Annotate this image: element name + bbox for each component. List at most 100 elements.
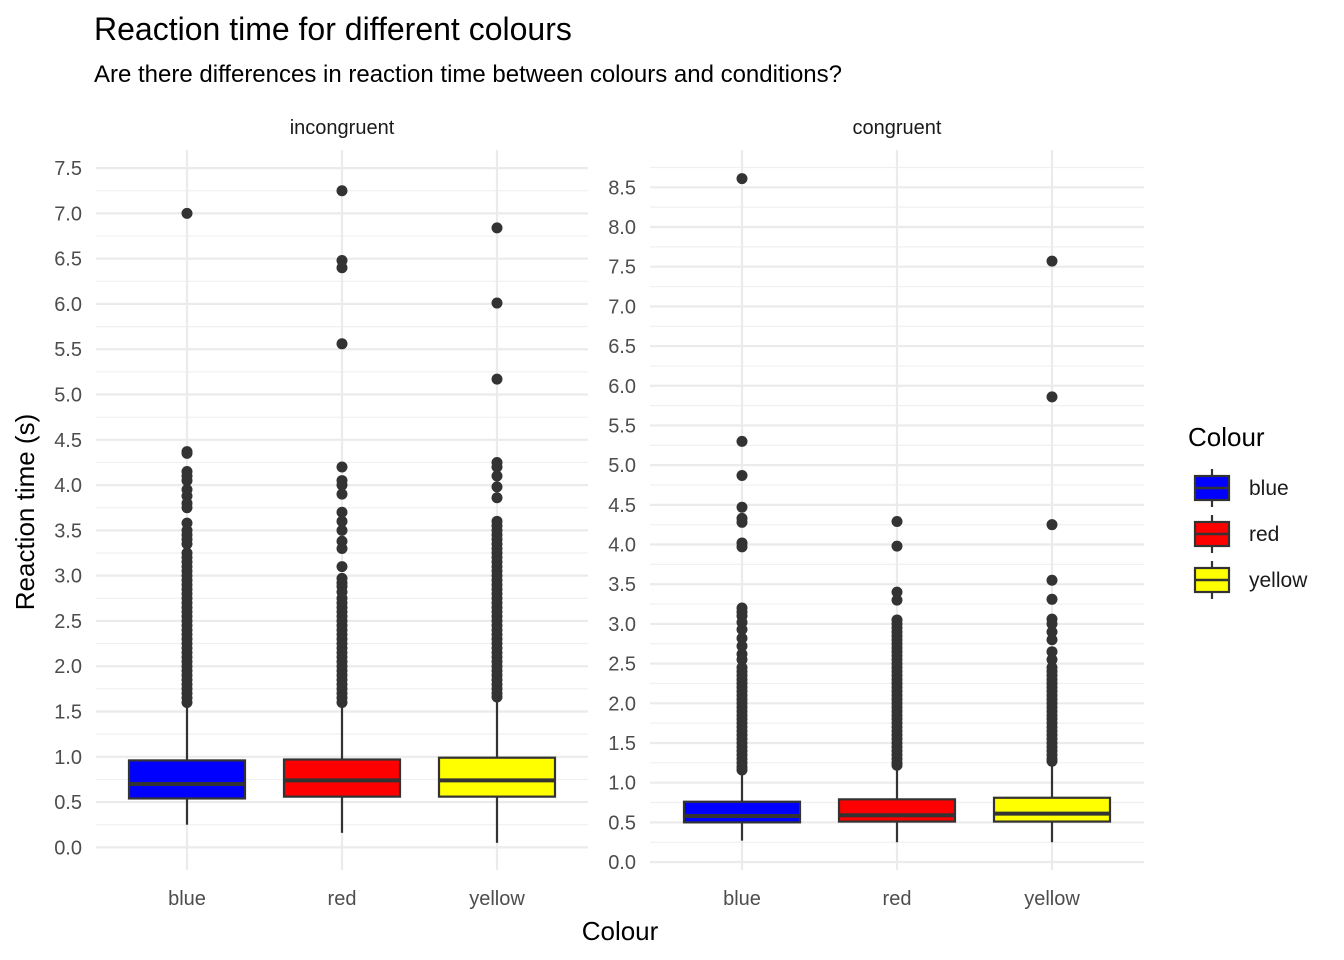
outlier-point bbox=[1046, 626, 1058, 638]
y-tick-labels: 0.0 0.5 1.0 1.5 2.0 2.5 3.0 3.5 4.0 4.5 5.0 5.5 6.0 6… bbox=[54, 158, 82, 859]
outlier-point bbox=[491, 461, 503, 473]
y-tick-label: 0.0 bbox=[608, 852, 636, 874]
y-tick-label: 7.0 bbox=[54, 203, 82, 225]
y-tick-label: 1.5 bbox=[54, 702, 82, 724]
outlier-point bbox=[891, 759, 903, 771]
outlier-point bbox=[491, 470, 503, 482]
y-tick-label: 2.5 bbox=[608, 654, 636, 676]
y-tick-label: 5.5 bbox=[608, 415, 636, 437]
y-tick-label: 5.5 bbox=[54, 339, 82, 361]
legend-item-blue: blue bbox=[1193, 469, 1289, 507]
legend-item-yellow: yellow bbox=[1193, 561, 1308, 599]
outlier-point bbox=[1046, 654, 1058, 666]
y-tick-label: 0.5 bbox=[54, 792, 82, 814]
y-tick-label: 7.5 bbox=[608, 257, 636, 279]
boxplot-blue bbox=[682, 173, 802, 841]
outlier-point bbox=[736, 640, 748, 652]
y-tick-label: 2.0 bbox=[608, 693, 636, 715]
boxplot-yellow bbox=[992, 255, 1112, 843]
outlier-point bbox=[736, 541, 748, 553]
outlier-point bbox=[336, 262, 348, 274]
box-iqr bbox=[837, 798, 957, 823]
outlier-point bbox=[891, 586, 903, 598]
outlier-point bbox=[181, 475, 193, 487]
outlier-point bbox=[891, 594, 903, 606]
outlier-point bbox=[181, 696, 193, 708]
legend-label: blue bbox=[1249, 477, 1289, 500]
y-tick-label: 3.0 bbox=[54, 566, 82, 588]
outlier-point bbox=[736, 632, 748, 644]
outlier-point bbox=[336, 561, 348, 573]
y-tick-label: 4.0 bbox=[54, 475, 82, 497]
outlier-point bbox=[491, 492, 503, 504]
outlier-point bbox=[336, 461, 348, 473]
outlier-point bbox=[736, 623, 748, 635]
panel-incongruent: incongruent 0.0 0.5 1.0 1.5 2.0 2.5 3.0 3.5 4.0 4… bbox=[54, 117, 588, 910]
x-tick-label: red bbox=[328, 888, 357, 910]
outlier-point bbox=[336, 524, 348, 536]
y-tick-label: 3.0 bbox=[608, 614, 636, 636]
panel-strip-label: incongruent bbox=[290, 117, 395, 139]
y-tick-label: 4.0 bbox=[608, 535, 636, 557]
y-tick-label: 1.5 bbox=[608, 733, 636, 755]
outlier-point bbox=[736, 501, 748, 513]
outlier-point bbox=[336, 338, 348, 350]
legend-label: yellow bbox=[1249, 569, 1308, 592]
outlier-point bbox=[736, 764, 748, 776]
y-tick-label: 6.5 bbox=[54, 249, 82, 271]
x-tick-label: yellow bbox=[469, 888, 525, 910]
outlier-point bbox=[491, 297, 503, 309]
x-tick-label: yellow bbox=[1024, 888, 1080, 910]
box-iqr bbox=[682, 800, 802, 824]
outlier-point bbox=[1046, 755, 1058, 767]
y-tick-label: 0.0 bbox=[54, 837, 82, 859]
outlier-point bbox=[1046, 618, 1058, 630]
x-tick-labels: blue red yellow bbox=[168, 888, 525, 910]
x-axis-title: Colour bbox=[582, 916, 659, 946]
y-tick-label: 1.0 bbox=[608, 773, 636, 795]
y-tick-label: 8.5 bbox=[608, 177, 636, 199]
box-iqr bbox=[127, 759, 247, 800]
y-tick-label: 2.0 bbox=[54, 656, 82, 678]
outlier-point bbox=[1046, 634, 1058, 646]
outlier-point bbox=[336, 515, 348, 527]
y-tick-label: 5.0 bbox=[608, 455, 636, 477]
outlier-point bbox=[181, 207, 193, 219]
outlier-point bbox=[336, 185, 348, 197]
boxplot-red bbox=[282, 185, 402, 833]
y-tick-label: 7.0 bbox=[608, 296, 636, 318]
x-tick-label: blue bbox=[723, 888, 761, 910]
box-iqr bbox=[437, 756, 557, 798]
boxplots bbox=[682, 173, 1112, 843]
outlier-point bbox=[891, 516, 903, 528]
y-tick-label: 8.0 bbox=[608, 217, 636, 239]
y-tick-label: 6.0 bbox=[608, 376, 636, 398]
legend-title: Colour bbox=[1188, 422, 1265, 452]
outlier-point bbox=[1046, 574, 1058, 586]
boxplots bbox=[127, 185, 557, 843]
y-tick-label: 2.5 bbox=[54, 611, 82, 633]
y-tick-label: 6.5 bbox=[608, 336, 636, 358]
outlier-point bbox=[1046, 593, 1058, 605]
outlier-point bbox=[336, 542, 348, 554]
outlier-point bbox=[336, 506, 348, 518]
outlier-point bbox=[336, 696, 348, 708]
outlier-point bbox=[336, 488, 348, 500]
x-tick-labels: blue red yellow bbox=[723, 888, 1080, 910]
outlier-point bbox=[181, 447, 193, 459]
outlier-point bbox=[491, 691, 503, 703]
boxplot-red bbox=[837, 516, 957, 843]
panel-congruent: congruent 0.0 0.5 1.0 1.5 2.0 2.5 3.0 3.5 4.0 4.5… bbox=[608, 117, 1144, 910]
outlier-point bbox=[336, 479, 348, 491]
outlier-point bbox=[181, 502, 193, 514]
legend-item-red: red bbox=[1193, 515, 1279, 553]
outlier-point bbox=[736, 435, 748, 447]
chart-title: Reaction time for different colours bbox=[94, 11, 572, 47]
outlier-point bbox=[891, 540, 903, 552]
y-tick-label: 0.5 bbox=[608, 812, 636, 834]
outlier-point bbox=[736, 516, 748, 528]
outlier-point bbox=[491, 481, 503, 493]
panel-strip-label: congruent bbox=[853, 117, 942, 139]
outlier-point bbox=[1046, 391, 1058, 403]
